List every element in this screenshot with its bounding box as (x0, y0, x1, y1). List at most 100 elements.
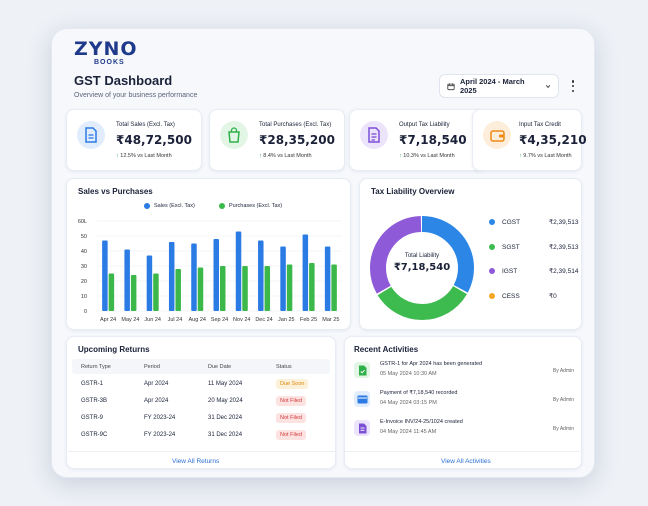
activity-text: E-Invoice INV/24-25/1024 created (380, 419, 463, 425)
status-badge: Not Filed (276, 395, 307, 406)
activity-item[interactable]: E-Invoice INV/24-25/1024 created 04 May … (354, 417, 574, 443)
activity-time: 05 May 2024 10:30 AM (380, 371, 437, 377)
stat-delta: ↑ 8.4% vs Last Month (259, 153, 312, 159)
view-all-activities-link[interactable]: View All Activities (441, 458, 491, 465)
donut-center-label: Total Liability (404, 253, 440, 259)
legend-value: ₹2,39,514 (549, 268, 579, 275)
divider (67, 451, 337, 452)
bar-sales (213, 239, 219, 311)
stat-delta-text: 10.3% vs Last Month (403, 153, 455, 159)
return-period: FY 2023-24 (144, 431, 176, 438)
status-badge: Due Soon (276, 378, 309, 389)
stat-card-total-purchases[interactable]: Total Purchases (Excl. Tax) ₹28,35,200 ↑… (209, 109, 345, 171)
x-tick-label: Sep 24 (211, 317, 228, 323)
activities-title: Recent Activities (354, 345, 419, 354)
bar-purchases (175, 269, 181, 311)
activity-item[interactable]: Payment of ₹7,18,540 recorded 04 May 202… (354, 388, 574, 414)
legend-value: ₹0 (549, 293, 557, 300)
arrow-up-icon: ↑ (259, 153, 262, 159)
stat-card-total-sales[interactable]: Total Sales (Excl. Tax) ₹48,72,500 ↑ 12.… (66, 109, 202, 171)
tax-liability-donut-chart (370, 216, 474, 320)
return-period: Apr 2024 (144, 380, 169, 387)
x-tick-label: Nov 24 (233, 317, 250, 323)
donut-hole (387, 233, 457, 303)
bar-purchases (264, 266, 271, 311)
bar-sales (124, 249, 130, 311)
bar-sales (302, 234, 309, 311)
return-due-date: 31 Dec 2024 (208, 414, 243, 421)
table-row[interactable]: GSTR-9C FY 2023-24 31 Dec 2024 Not Filed (81, 426, 326, 443)
dashboard-window: ZYNO BOOKS GST Dashboard Overview of you… (51, 28, 595, 478)
sales-vs-purchases-card: Sales vs Purchases Sales (Excl. Tax) Pur… (66, 178, 351, 330)
stat-card-input-tax-credit[interactable]: Input Tax Credit ₹4,35,210 ↑ 9.7% vs Las… (472, 109, 587, 171)
table-row[interactable]: GSTR-1 Apr 2024 11 May 2024 Due Soon (81, 375, 326, 392)
x-tick-label: Aug 24 (189, 317, 206, 323)
view-all-returns-link[interactable]: View All Returns (172, 458, 220, 465)
stat-value: ₹28,35,200 (259, 133, 335, 147)
x-tick-label: Apr 24 (100, 317, 116, 323)
return-period: Apr 2024 (144, 397, 169, 404)
stat-value: ₹48,72,500 (116, 133, 192, 147)
date-range-label: April 2024 - March 2025 (459, 77, 525, 95)
legend-label: Purchases (Excl. Tax) (229, 203, 283, 209)
legend-value: ₹2,39,513 (549, 219, 579, 226)
x-tick-label: May 24 (121, 317, 139, 323)
logo: ZYNO BOOKS (74, 39, 138, 66)
y-tick-label: 60L (78, 219, 87, 225)
table-row[interactable]: GSTR-3B Apr 2024 20 May 2024 Not Filed (81, 392, 326, 409)
invoice-icon (354, 420, 370, 436)
activity-time: 04 May 2024 03:15 PM (380, 400, 437, 406)
stat-value: ₹4,35,210 (519, 133, 587, 147)
legend-value: ₹2,39,513 (549, 244, 579, 251)
x-tick-label: Dec 24 (255, 317, 272, 323)
bar-sales (102, 240, 108, 311)
activity-time: 04 May 2024 11:45 AM (380, 429, 437, 435)
bar-purchases (197, 267, 204, 311)
page-subtitle: Overview of your business performance (74, 92, 198, 99)
activity-item[interactable]: GSTR-1 for Apr 2024 has been generated 0… (354, 359, 574, 385)
legend-swatch (219, 203, 225, 209)
x-tick-label: Mar 25 (322, 317, 339, 323)
stat-label: Total Sales (Excl. Tax) (116, 122, 175, 128)
page-title: GST Dashboard (74, 73, 173, 88)
column-header: Period (144, 364, 160, 370)
y-tick-label: 10 (81, 294, 87, 300)
return-due-date: 31 Dec 2024 (208, 431, 243, 438)
tax-legend-cgst: CGST ₹2,39,513 (489, 218, 578, 226)
bar-sales (146, 255, 153, 311)
legend-swatch (489, 293, 495, 299)
donut-slice-sgst (370, 216, 474, 320)
stat-delta: ↑ 10.3% vs Last Month (399, 153, 455, 159)
legend-label: CGST (502, 218, 521, 226)
bar-purchases (130, 275, 137, 311)
return-type: GSTR-1 (81, 380, 104, 387)
bar-sales (280, 246, 286, 311)
y-tick-label: 30 (81, 264, 87, 270)
bar-purchases (220, 266, 226, 311)
return-type: GSTR-9 (81, 414, 104, 421)
legend-purchases: Purchases (Excl. Tax) (219, 203, 282, 209)
arrow-up-icon: ↑ (399, 153, 402, 159)
chart-title: Tax Liability Overview (371, 187, 455, 196)
stat-delta-text: 8.4% vs Last Month (263, 153, 312, 159)
status-badge: Not Filed (276, 429, 307, 440)
upcoming-returns-card: Upcoming Returns Return Type Period Due … (66, 336, 337, 469)
returns-title: Upcoming Returns (78, 345, 150, 354)
sales-purchases-bar-chart: 0 10 20 30 40 50 60L Apr 24 May 24 Jun 24 Jul 24 Au… (78, 219, 342, 323)
recent-activities-card: Recent Activities GSTR-1 for Apr 2024 ha… (344, 336, 583, 469)
stat-value: ₹7,18,540 (399, 133, 467, 147)
stat-delta-text: 12.5% vs Last Month (120, 153, 172, 159)
activity-text: Payment of ₹7,18,540 recorded (380, 390, 458, 396)
table-row[interactable]: GSTR-9 FY 2023-24 31 Dec 2024 Not Filed (81, 409, 326, 426)
stat-card-output-tax[interactable]: Output Tax Liability ₹7,18,540 ↑ 10.3% v… (349, 109, 485, 171)
date-range-picker[interactable]: April 2024 - March 2025 (439, 74, 559, 98)
return-due-date: 11 May 2024 (208, 380, 243, 387)
activity-author: By Admin (552, 426, 574, 432)
returns-table: Return Type Period Due Date Status GSTR-… (81, 359, 326, 443)
more-vertical-icon[interactable] (569, 78, 577, 94)
bar-purchases (108, 273, 115, 311)
table-header: Return Type Period Due Date Status (81, 359, 326, 375)
file-text-icon (360, 121, 388, 149)
table-header-bg (72, 359, 330, 374)
x-tick-label: Jul 24 (168, 317, 183, 323)
